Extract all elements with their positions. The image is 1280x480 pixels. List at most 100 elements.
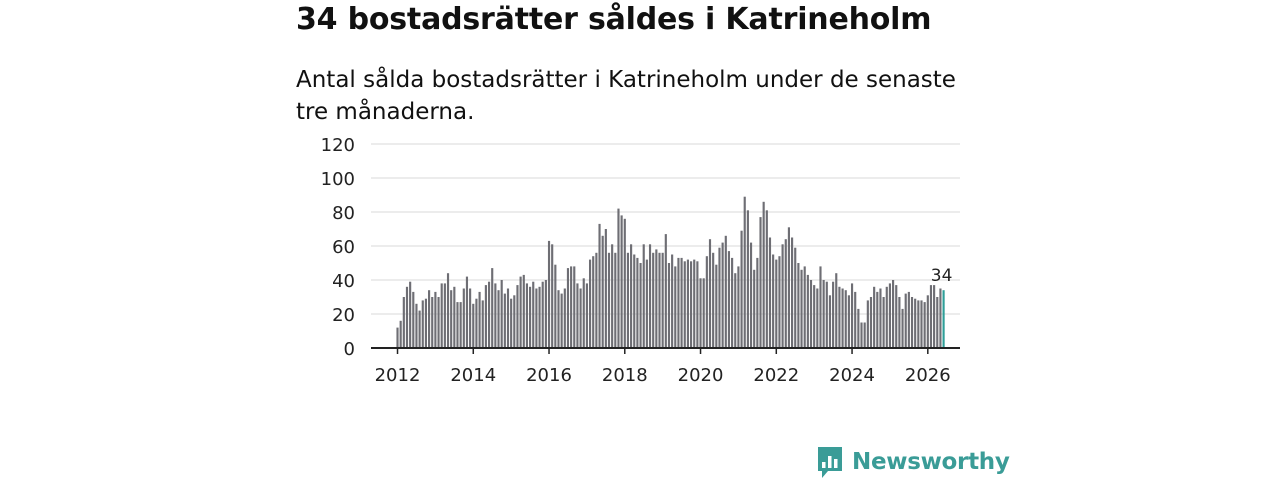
data-bar [491, 268, 494, 348]
data-bar [645, 259, 648, 348]
data-bar [825, 281, 828, 348]
data-bar [724, 235, 727, 348]
data-bar [623, 218, 626, 348]
data-bar [892, 280, 895, 348]
data-bar [712, 252, 715, 348]
data-bar [895, 285, 898, 348]
data-bar [658, 252, 661, 348]
y-tick-label: 60 [332, 237, 355, 258]
x-tick-label: 2020 [678, 365, 724, 386]
data-bar [405, 286, 409, 348]
x-tick-label: 2024 [829, 365, 875, 386]
data-bar [661, 252, 664, 348]
data-bar [860, 322, 863, 348]
data-bar [412, 291, 415, 348]
x-tick-label: 2026 [905, 365, 951, 386]
data-bar [443, 283, 446, 348]
data-bar [765, 210, 768, 348]
data-bar [636, 257, 639, 348]
data-bar [456, 302, 459, 348]
data-bar [582, 278, 585, 348]
data-bar [557, 290, 560, 348]
data-bar [819, 266, 822, 348]
data-bar [421, 300, 424, 348]
data-bar [614, 252, 617, 348]
data-bar [481, 300, 484, 348]
data-bar [469, 288, 472, 348]
x-tick-label: 2012 [375, 365, 421, 386]
data-bar [806, 274, 809, 348]
data-bar [797, 263, 800, 348]
data-bar [585, 283, 588, 348]
data-bar [772, 254, 775, 348]
data-bar [409, 281, 412, 348]
data-bar [936, 297, 939, 348]
data-bar [563, 288, 566, 348]
data-bar [529, 286, 532, 348]
data-bar [579, 288, 582, 348]
data-bar [664, 234, 667, 348]
data-bar [882, 297, 885, 348]
data-bar [800, 269, 803, 348]
data-bar [721, 242, 724, 348]
data-bar [768, 237, 772, 348]
data-bar [522, 274, 525, 348]
data-bar [749, 242, 753, 348]
data-bar [803, 266, 806, 348]
brand-name: Newsworthy [852, 449, 1010, 475]
y-tick-label: 0 [344, 339, 355, 360]
data-bar [437, 297, 440, 348]
data-bar [510, 298, 513, 348]
data-bar [538, 286, 541, 348]
data-bar [753, 269, 756, 348]
data-bar [885, 286, 888, 348]
data-bar [693, 259, 696, 348]
data-bar [544, 280, 547, 348]
data-bar [424, 298, 427, 348]
data-bar [396, 327, 399, 348]
data-bar [535, 288, 538, 348]
data-bar [933, 285, 936, 348]
data-bar [402, 297, 405, 348]
x-tick-label: 2022 [753, 365, 799, 386]
data-bar [576, 283, 579, 348]
data-bar [503, 293, 506, 348]
data-bar [781, 244, 784, 348]
data-bar [655, 249, 658, 348]
data-bar [500, 280, 503, 348]
data-bar [929, 285, 933, 348]
newsworthy-logo-icon [818, 447, 842, 478]
logo-bar-3 [834, 459, 838, 468]
data-bar [475, 298, 478, 348]
data-bar [835, 273, 838, 348]
highlight-value-label: 34 [931, 266, 953, 286]
data-bar [513, 295, 516, 348]
data-bar [857, 308, 860, 348]
data-bar [626, 252, 630, 348]
data-bar [863, 322, 866, 348]
chart-card: 34 bostadsrätter såldes i Katrineholm An… [296, 0, 1010, 480]
data-bar [592, 256, 595, 348]
data-bar [898, 297, 901, 348]
data-bar [816, 288, 819, 348]
data-bar [873, 286, 876, 348]
data-bar [844, 290, 847, 348]
data-bar [847, 295, 850, 348]
data-bar [446, 273, 450, 348]
data-bar [620, 215, 623, 348]
data-bar [708, 239, 712, 348]
data-bar [484, 285, 487, 348]
data-bar [879, 288, 882, 348]
brand-logo: Newsworthy [816, 444, 1010, 480]
data-bar [734, 273, 737, 348]
x-tick-label: 2016 [526, 365, 572, 386]
data-bar [920, 300, 923, 348]
data-bar [680, 257, 683, 348]
x-tick-label: 2014 [450, 365, 496, 386]
data-bar [440, 283, 443, 348]
data-bar [756, 257, 759, 348]
data-bar [740, 230, 743, 348]
data-bar [689, 261, 693, 348]
data-bar [399, 320, 402, 348]
data-bar [573, 266, 576, 348]
